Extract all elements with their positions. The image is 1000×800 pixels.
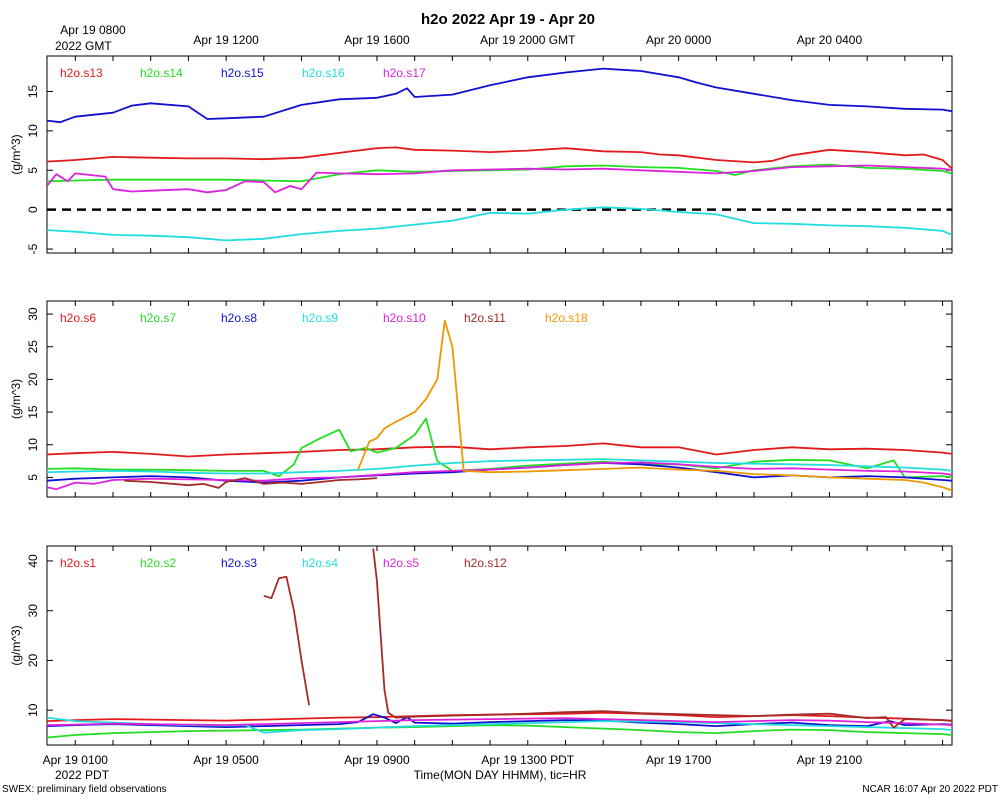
y-tick-label: 20: [26, 653, 40, 667]
series-line-h2o-s13: [47, 146, 952, 170]
middle-panel: 5 10 15 20 25 30 (g/m^3) h2o.s6 h2o.s7 h2o.s8 h2o.…: [9, 300, 953, 498]
series-line-h2o-s9: [47, 458, 952, 475]
series-line-h2o-s3: [47, 713, 952, 728]
bottom-frame: [46, 545, 953, 746]
top-axis-tick-label: Apr 19 1200: [193, 33, 259, 47]
bottom-panel: 10 20 30 40 (g/m^3) h2o.s1 h2o.s2 h2o.s3 h2o.s4 h…: [9, 545, 953, 767]
series-line-h2o-s17: [47, 164, 952, 194]
bottom-axis-first-label-line2: 2022 PDT: [55, 768, 110, 782]
y-tick-label: 15: [26, 84, 40, 98]
legend-h2o-s8: h2o.s8: [221, 311, 257, 325]
series-line-h2o-s12: [263, 575, 310, 706]
top-panel: -5 0 5 10 15 (g/m^3) h2o.s13 h2o.s14 h2o.s15 h2o.…: [9, 33, 953, 254]
series-line-h2o-s2: [47, 724, 952, 739]
legend-h2o-s3: h2o.s3: [221, 556, 257, 570]
series-line-h2o-s6: [47, 442, 952, 458]
legend-h2o-s17: h2o.s17: [383, 66, 426, 80]
top-series-group: [47, 67, 952, 242]
legend-h2o-s1: h2o.s1: [60, 556, 96, 570]
legend-h2o-s14: h2o.s14: [140, 66, 183, 80]
series-line-h2o-s11: [124, 477, 377, 489]
top-axis-first-label-line2: 2022 GMT: [55, 39, 112, 53]
legend-h2o-s15: h2o.s15: [221, 66, 264, 80]
legend-h2o-s10: h2o.s10: [383, 311, 426, 325]
bottom-axis-tick-label: Apr 19 0100: [43, 753, 109, 767]
legend-h2o-s11: h2o.s11: [464, 311, 506, 325]
series-line-h2o-s16: [47, 206, 952, 242]
legend-h2o-s4: h2o.s4: [302, 556, 338, 570]
top-axis-tick-label: Apr 20 0000: [646, 33, 712, 47]
legend-h2o-s18: h2o.s18: [545, 311, 588, 325]
footer-left-note: SWEX: preliminary field observations: [2, 784, 167, 795]
bottom-axis-tick-label: Apr 19 1700: [646, 753, 712, 767]
legend-h2o-s12: h2o.s12: [464, 556, 507, 570]
legend-h2o-s9: h2o.s9: [302, 311, 338, 325]
series-line-h2o-s15: [47, 67, 952, 124]
series-line-h2o-s18: [357, 319, 952, 492]
legend-h2o-s5: h2o.s5: [383, 556, 419, 570]
x-axis-label: Time(MON DAY HHMM), tic=HR: [414, 768, 587, 782]
y-tick-label: 10: [26, 703, 40, 717]
footer-right-note: NCAR 16:07 Apr 20 2022 PDT: [862, 784, 998, 795]
y-tick-label: 20: [26, 372, 40, 386]
middle-series-group: [47, 319, 952, 492]
y-tick-label: 15: [26, 405, 40, 419]
y-tick-label: 5: [26, 474, 40, 481]
bottom-axis-tick-label: Apr 19 1300 PDT: [481, 753, 574, 767]
y-tick-label: 10: [26, 124, 40, 138]
y-tick-label: 30: [26, 307, 40, 321]
series-line-h2o-s5: [47, 717, 952, 726]
series-line-h2o-s12: [372, 548, 952, 729]
legend-h2o-s6: h2o.s6: [60, 311, 96, 325]
middle-frame: [46, 300, 953, 498]
y-tick-label: 10: [26, 438, 40, 452]
bottom-axis-tick-label: Apr 19 2100: [797, 753, 863, 767]
middle-y-axis-label: (g/m^3): [9, 379, 23, 419]
top-axis-first-label-line1: Apr 19 0800: [60, 23, 126, 37]
y-tick-label: 5: [26, 167, 40, 174]
series-line-h2o-s7: [47, 417, 952, 479]
legend-h2o-s2: h2o.s2: [140, 556, 176, 570]
legend-h2o-s13: h2o.s13: [60, 66, 103, 80]
legend-h2o-s7: h2o.s7: [140, 311, 176, 325]
bottom-axis-tick-label: Apr 19 0900: [344, 753, 410, 767]
series-line-h2o-s10: [47, 461, 952, 491]
y-tick-label: 30: [26, 604, 40, 618]
top-y-axis-label: (g/m^3): [9, 134, 23, 174]
legend-h2o-s16: h2o.s16: [302, 66, 345, 80]
top-axis-tick-label: Apr 20 0400: [797, 33, 863, 47]
bottom-series-group: [47, 548, 952, 739]
top-frame: [46, 55, 953, 254]
y-tick-label: 0: [26, 206, 40, 213]
top-axis-tick-label: Apr 19 1600: [344, 33, 410, 47]
chart-title: h2o 2022 Apr 19 - Apr 20: [421, 11, 595, 28]
y-tick-label: 40: [26, 554, 40, 568]
bottom-y-axis-label: (g/m^3): [9, 625, 23, 665]
y-tick-label: 25: [26, 340, 40, 354]
top-axis-tick-label: Apr 19 2000 GMT: [480, 33, 576, 47]
bottom-axis-tick-label: Apr 19 0500: [193, 753, 259, 767]
y-tick-label: -5: [26, 243, 40, 254]
